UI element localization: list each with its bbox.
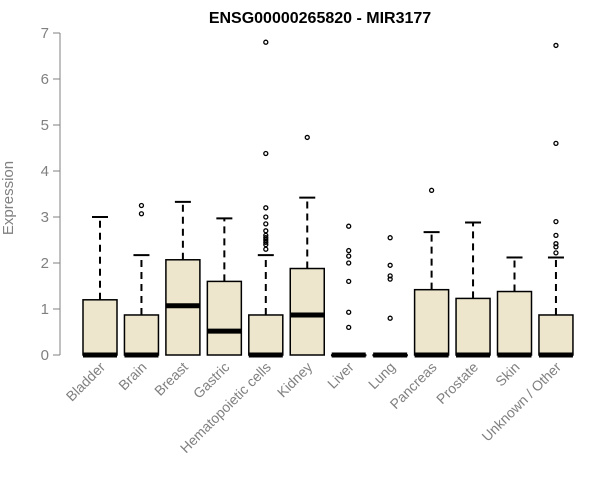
outlier-point <box>387 315 393 321</box>
y-tick-label: 0 <box>41 347 49 364</box>
outlier-point <box>346 223 352 229</box>
y-tick-label: 7 <box>41 25 49 42</box>
x-tick-label: Liver <box>324 359 357 392</box>
x-tick-label: Skin <box>492 359 523 390</box>
box-gastric <box>206 217 243 356</box>
y-tick-label: 3 <box>41 209 49 226</box>
y-axis-label: Expression <box>0 161 17 235</box>
outlier-point <box>553 244 559 250</box>
box-brain <box>123 202 160 358</box>
x-tick-label: Bladder <box>63 359 109 405</box>
box-kidney <box>289 134 325 356</box>
y-tick-label: 4 <box>41 163 49 180</box>
outlier-point <box>346 260 352 266</box>
outlier-point <box>387 235 393 241</box>
y-tick-label: 1 <box>41 301 49 318</box>
outlier-point <box>387 273 393 279</box>
box-body <box>455 297 491 356</box>
x-tick-label: Unknown / Other <box>478 359 564 445</box>
y-tick-label: 5 <box>41 117 49 134</box>
x-tick-label: Breast <box>151 359 191 399</box>
box-body <box>413 288 450 356</box>
box-prostate <box>455 221 491 358</box>
outlier-point <box>138 211 145 217</box>
outlier-point <box>263 205 269 211</box>
box-bladder <box>82 216 118 358</box>
y-tick-label: 2 <box>41 255 49 272</box>
outlier-point <box>263 246 269 252</box>
outlier-point <box>428 187 435 193</box>
outlier-point <box>263 235 269 241</box>
box-group <box>82 39 574 358</box>
outlier-point <box>346 324 352 331</box>
box-lung <box>372 235 408 358</box>
box-liver <box>330 223 367 358</box>
outlier-point <box>304 134 310 141</box>
outlier-point <box>346 309 352 315</box>
box-body <box>82 299 118 356</box>
x-tick-label: Brain <box>115 359 149 393</box>
outlier-point <box>263 214 269 220</box>
outlier-point <box>553 232 559 239</box>
chart-title: ENSG00000265820 - MIR3177 <box>209 10 431 27</box>
x-tick-label: Prostate <box>433 359 481 407</box>
outlier-point <box>263 221 269 227</box>
outlier-point <box>346 253 352 259</box>
outlier-point <box>553 218 559 225</box>
x-tick-label: Kidney <box>274 359 316 401</box>
outlier-point <box>553 42 559 49</box>
box-body <box>206 280 243 356</box>
outlier-point <box>263 228 269 234</box>
outlier-point <box>346 278 352 285</box>
outlier-point <box>553 140 559 147</box>
box-hematopoietic-cells <box>248 39 284 358</box>
box-body <box>123 314 160 356</box>
box-body <box>496 290 533 356</box>
box-body <box>248 314 284 356</box>
box-body <box>289 267 325 356</box>
outlier-point <box>387 276 393 282</box>
outlier-point <box>553 241 559 247</box>
outlier-point <box>387 262 393 268</box>
x-tick-label: Lung <box>365 359 398 392</box>
outlier-point <box>553 250 559 256</box>
box-breast <box>165 200 201 356</box>
box-pancreas <box>413 187 450 358</box>
outlier-point <box>263 39 269 45</box>
box-body <box>538 314 574 356</box>
outlier-point <box>138 202 145 209</box>
box-skin <box>496 256 533 358</box>
outlier-point <box>263 150 269 157</box>
box-unknown-other <box>538 42 574 358</box>
outlier-point <box>346 247 352 254</box>
y-axis: 0 1 2 3 4 5 6 7 <box>41 25 61 364</box>
y-tick-label: 6 <box>41 71 49 88</box>
